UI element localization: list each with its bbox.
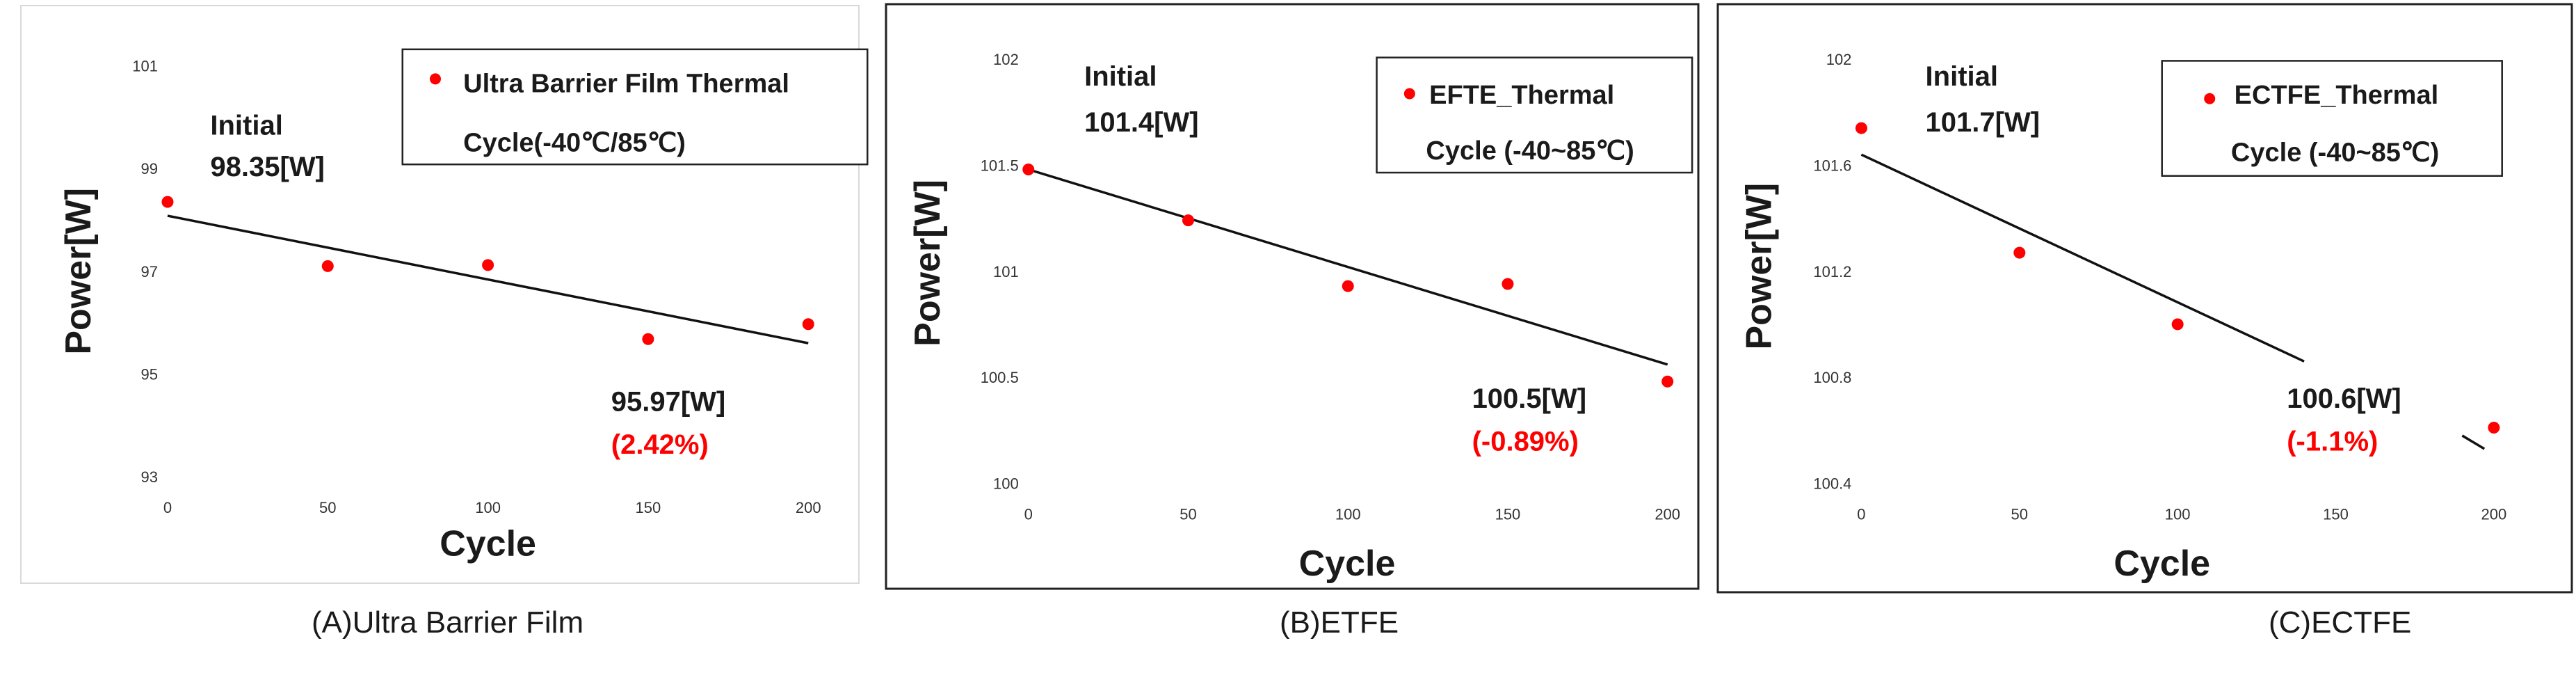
legend-label: Cycle (-40~85℃)	[2231, 138, 2439, 168]
x-tick-label: 0	[1857, 506, 1865, 523]
final-value: 100.6[W]	[2287, 383, 2401, 414]
data-point	[1022, 164, 1035, 176]
x-tick-label: 50	[319, 499, 336, 516]
y-tick-label: 101	[993, 263, 1019, 280]
trendline	[167, 214, 809, 344]
initial-value: 98.35[W]	[210, 152, 325, 182]
y-axis-title: Power[W]	[58, 188, 99, 355]
y-axis-title: Power[W]	[908, 180, 948, 347]
change-percent: (2.42%)	[611, 429, 709, 460]
data-point	[1342, 280, 1354, 292]
initial-label: Initial	[1084, 61, 1157, 92]
data-point	[2013, 246, 2026, 259]
legend-label: Cycle(-40℃/85℃)	[463, 128, 686, 157]
y-tick-label: 100.4	[1813, 475, 1851, 493]
legend-label: Ultra Barrier Film Thermal	[463, 69, 789, 98]
legend-marker	[2204, 93, 2216, 104]
data-point	[1182, 214, 1194, 227]
chart-panel-b: 100 100.5 101 101.5 102 0 50 100 150 200 Power[W] C…	[885, 3, 1700, 590]
final-value: 95.97[W]	[611, 387, 726, 418]
x-tick-label: 100	[475, 499, 501, 516]
y-tick-label: 100.5	[981, 369, 1019, 386]
x-tick-label: 150	[2323, 506, 2349, 523]
y-tick-label: 95	[140, 365, 157, 383]
legend-label: EFTE_Thermal	[1429, 81, 1614, 110]
y-tick-label: 102	[1826, 51, 1852, 68]
x-axis-title: Cycle	[440, 523, 536, 564]
data-point	[642, 333, 654, 345]
x-tick-label: 0	[1024, 506, 1033, 523]
change-percent: (-1.1%)	[2287, 426, 2378, 457]
legend-box	[2161, 60, 2503, 177]
x-tick-label: 0	[163, 499, 172, 516]
legend-marker	[429, 73, 441, 85]
initial-value: 101.7[W]	[1926, 107, 2040, 138]
chart-panel-c: 100.4 100.8 101.2 101.6 102 0 50 100 150 200 Power…	[1716, 3, 2573, 594]
change-percent: (-0.89%)	[1472, 426, 1579, 457]
y-tick-label: 101.2	[1813, 263, 1851, 280]
data-point	[1661, 375, 1674, 388]
y-tick-label: 97	[140, 263, 157, 280]
caption-a: (A)Ultra Barrier Film	[312, 605, 584, 640]
y-tick-label: 101	[132, 57, 158, 74]
final-value: 100.5[W]	[1472, 383, 1587, 414]
data-point	[321, 260, 334, 272]
legend-label: Cycle (-40~85℃)	[1426, 136, 1634, 166]
y-tick-label: 101.5	[981, 157, 1019, 174]
legend-box	[401, 48, 869, 166]
legend-marker	[1403, 88, 1415, 100]
x-tick-label: 200	[1655, 506, 1680, 523]
y-tick-label: 99	[140, 160, 157, 177]
x-tick-label: 200	[796, 499, 821, 516]
x-tick-label: 150	[1495, 506, 1521, 523]
trendline	[1860, 153, 2305, 363]
initial-label: Initial	[210, 111, 282, 141]
legend-label: ECTFE_Thermal	[2235, 81, 2439, 110]
x-tick-label: 150	[636, 499, 661, 516]
x-tick-label: 100	[2165, 506, 2191, 523]
data-point	[1502, 278, 1514, 290]
initial-label: Initial	[1926, 61, 1998, 92]
x-tick-label: 50	[2011, 506, 2028, 523]
caption-b: (B)ETFE	[1280, 605, 1399, 640]
data-point	[482, 259, 494, 271]
initial-value: 101.4[W]	[1084, 107, 1199, 138]
data-point	[2171, 318, 2184, 331]
data-point	[1855, 122, 1867, 134]
y-tick-label: 100	[993, 475, 1019, 493]
x-axis-title: Cycle	[1299, 544, 1396, 584]
y-tick-label: 101.6	[1813, 157, 1851, 174]
data-point	[2488, 422, 2500, 434]
legend-box	[1376, 56, 1693, 174]
caption-c: (C)ECTFE	[2269, 605, 2412, 640]
x-tick-label: 50	[1180, 506, 1196, 523]
y-tick-label: 100.8	[1813, 369, 1851, 386]
x-tick-label: 100	[1335, 506, 1361, 523]
data-point	[802, 318, 814, 331]
y-tick-label: 93	[140, 468, 157, 486]
chart-panel-a: 93 95 97 99 101 0 50 100 150 200 Power[W] Cycle Ultr…	[20, 5, 869, 584]
x-axis-title: Cycle	[2114, 544, 2210, 584]
x-tick-label: 200	[2481, 506, 2507, 523]
trendline	[1028, 168, 1668, 366]
trendline-segment	[2461, 434, 2486, 450]
data-point	[161, 196, 174, 208]
y-tick-label: 102	[993, 51, 1019, 68]
y-axis-title: Power[W]	[1739, 183, 1780, 350]
